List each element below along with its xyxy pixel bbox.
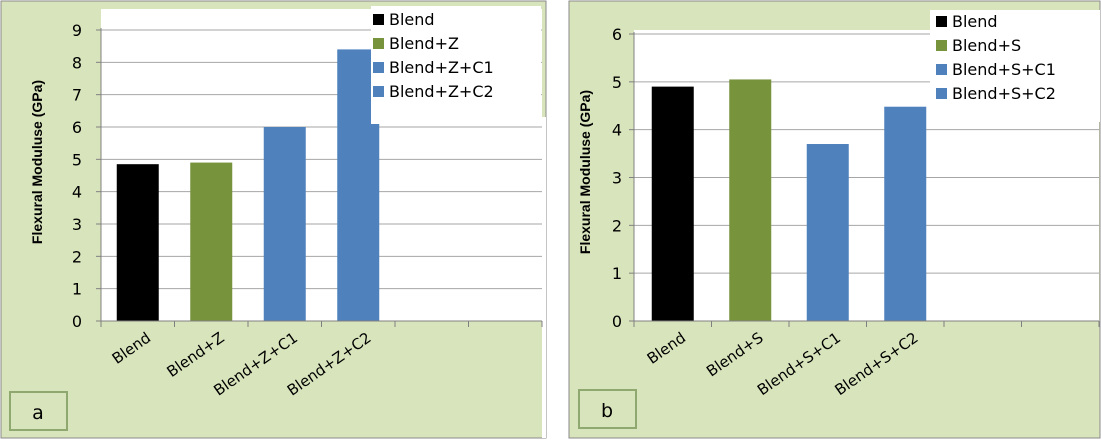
legend-swatch	[373, 86, 384, 97]
legend-box-b	[930, 10, 1100, 122]
legend-swatch	[936, 40, 947, 51]
panel-label-b: b	[601, 400, 613, 422]
y-tick-label: 6	[612, 25, 622, 44]
legend-swatch	[373, 62, 384, 73]
y-tick-labels-b: 0 1 2 3 4 5 6	[612, 25, 622, 331]
y-tick-label: 3	[612, 169, 622, 188]
legend-b: Blend Blend+S Blend+S+C1 Blend+S+C2	[930, 10, 1100, 122]
y-tick-label: 6	[72, 118, 82, 137]
y-tick-label: 1	[612, 264, 622, 283]
y-axis-label-a: Flexural Moduluse (GPa)	[29, 80, 45, 244]
y-tick-label: 9	[72, 21, 82, 40]
bar-blend-s	[729, 79, 772, 321]
y-tick-label: 0	[72, 312, 82, 331]
legend-a: Blend Blend+Z Blend+Z+C1 Blend+Z+C2	[371, 6, 541, 124]
y-tick-label: 7	[72, 86, 82, 105]
y-tick-label: 4	[612, 121, 622, 140]
y-axis-label-b: Flexural Moduluse (GPa)	[577, 90, 593, 254]
panel-label-box-b	[578, 389, 637, 429]
bars-b	[651, 79, 927, 321]
axes-b	[629, 32, 1100, 327]
legend-label: Blend	[952, 12, 998, 31]
panel-b: 0 1 2 3 4 5 6 Blend Blend+S Blend+S+C1 Blend+S+C2…	[568, 0, 1101, 439]
panel-label-a: a	[32, 402, 44, 424]
legend-label: Blend+S	[952, 36, 1021, 55]
gridlines-a	[101, 29, 542, 290]
bars-a	[116, 49, 380, 322]
y-tick-label: 0	[612, 312, 622, 331]
bar-blend-z	[190, 162, 233, 321]
y-tick-label: 8	[72, 53, 82, 72]
legend-box-a	[371, 6, 541, 124]
legend-swatch	[936, 64, 947, 75]
y-tick-label: 2	[72, 247, 82, 266]
bar-blend	[116, 164, 159, 321]
legend-swatch	[936, 16, 947, 27]
y-tick-label: 4	[72, 183, 82, 202]
bar-blend	[651, 86, 694, 321]
legend-label: Blend+S+C1	[952, 60, 1056, 79]
legend-swatch	[936, 88, 947, 99]
y-tick-label: 5	[612, 73, 622, 92]
panel-a: 0 1 2 3 4 5 6 7 8 9 Blend Blend+Z Blend+Z+C1 Blend+Z…	[0, 0, 547, 439]
axes-a	[96, 28, 543, 327]
legend-label: Blend+Z+C1	[389, 58, 494, 77]
legend-label: Blend+S+C2	[952, 84, 1056, 103]
y-tick-label: 3	[72, 215, 82, 234]
panel-label-box-a	[9, 391, 68, 431]
legend-label: Blend+Z	[389, 34, 459, 53]
y-tick-label: 1	[72, 280, 82, 299]
legend-label: Blend+Z+C2	[389, 82, 494, 101]
bar-blend-z-c1	[263, 127, 306, 321]
panel-a-edge-strip	[542, 117, 546, 438]
y-tick-label: 5	[72, 150, 82, 169]
legend-swatch	[373, 14, 384, 25]
bar-blend-s-c1	[806, 144, 849, 321]
y-tick-label: 2	[612, 216, 622, 235]
bar-blend-s-c2	[884, 106, 927, 321]
legend-label: Blend	[389, 10, 435, 29]
legend-swatch	[373, 38, 384, 49]
y-tick-labels-a: 0 1 2 3 4 5 6 7 8 9	[72, 21, 82, 331]
